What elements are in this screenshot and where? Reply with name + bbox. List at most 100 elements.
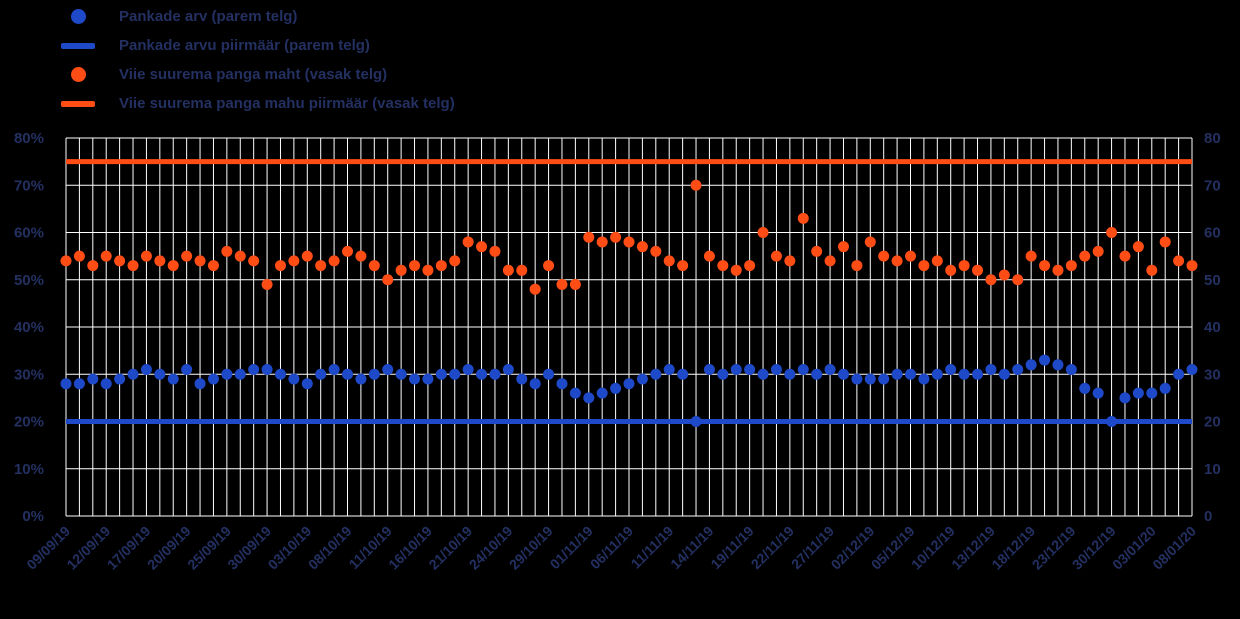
data-point — [1159, 382, 1171, 394]
data-point — [395, 368, 407, 380]
legend-item-banks-count: Pankade arv (parem telg) — [55, 2, 455, 31]
blue-line-icon — [61, 42, 95, 49]
x-tick-label: 01/11/19 — [547, 523, 596, 572]
data-point — [127, 368, 139, 380]
data-point — [382, 364, 394, 376]
x-tick-label: 12/09/19 — [63, 523, 113, 573]
legend-label: Viie suurema panga maht (vasak telg) — [119, 66, 388, 83]
data-point — [837, 368, 849, 380]
x-tick-label: 16/10/19 — [385, 523, 435, 573]
y-tick-label-right: 40 — [1204, 319, 1221, 336]
data-point — [998, 269, 1010, 281]
data-point — [717, 368, 729, 380]
data-point — [1186, 260, 1198, 272]
data-point — [288, 255, 300, 267]
data-point — [770, 364, 782, 376]
data-point — [1092, 245, 1104, 257]
data-point — [435, 368, 447, 380]
data-point — [288, 373, 300, 385]
data-point — [1173, 368, 1185, 380]
data-point — [663, 255, 675, 267]
data-point — [757, 227, 769, 238]
y-tick-label-right: 70 — [1204, 177, 1221, 194]
data-point — [60, 378, 72, 390]
data-point — [703, 250, 715, 262]
data-point — [837, 241, 849, 253]
y-tick-label-left: 50% — [14, 272, 44, 289]
data-point — [516, 373, 528, 385]
data-point — [1132, 387, 1144, 399]
x-tick-label: 19/11/19 — [707, 523, 756, 572]
data-point — [301, 250, 313, 262]
data-point — [248, 255, 260, 267]
legend-marker-wrap — [55, 9, 101, 24]
x-tick-label: 05/12/19 — [868, 523, 918, 573]
data-point — [140, 364, 152, 376]
legend-label: Pankade arvu piirmäär (parem telg) — [119, 37, 370, 54]
data-point — [435, 260, 447, 272]
data-point — [811, 245, 823, 257]
data-point — [784, 368, 796, 380]
data-point — [1025, 359, 1037, 371]
y-tick-label-left: 20% — [14, 414, 44, 431]
data-point — [864, 373, 876, 385]
data-point — [972, 264, 984, 276]
data-point — [744, 364, 756, 376]
data-point — [1092, 387, 1104, 399]
data-point — [985, 364, 997, 376]
data-point — [315, 260, 327, 272]
data-point — [918, 373, 930, 385]
x-tick-label: 06/11/19 — [587, 523, 636, 572]
data-point — [1012, 274, 1024, 286]
data-point — [274, 368, 286, 380]
data-point — [140, 250, 152, 262]
data-point — [717, 260, 729, 272]
data-point — [194, 378, 206, 390]
data-point — [543, 368, 555, 380]
data-point — [569, 278, 581, 290]
data-point — [610, 231, 622, 243]
data-point — [797, 212, 809, 224]
data-point — [663, 364, 675, 376]
data-point — [154, 255, 166, 267]
data-point — [958, 260, 970, 272]
data-point — [529, 283, 541, 295]
x-tick-label: 23/12/19 — [1029, 523, 1079, 573]
data-point — [931, 255, 943, 267]
x-tick-label: 18/12/19 — [988, 523, 1038, 573]
x-tick-label: 14/11/19 — [667, 523, 716, 572]
data-point — [73, 378, 85, 390]
x-tick-label: 25/09/19 — [184, 523, 234, 573]
data-point — [73, 250, 85, 262]
data-point — [234, 250, 246, 262]
data-point — [1119, 250, 1131, 262]
data-point — [730, 264, 742, 276]
data-point — [556, 378, 568, 390]
data-point — [757, 368, 769, 380]
data-point — [489, 245, 501, 257]
data-point — [770, 250, 782, 262]
data-point — [395, 264, 407, 276]
legend-label: Pankade arv (parem telg) — [119, 8, 298, 25]
x-tick-label: 11/11/19 — [628, 523, 677, 572]
x-tick-label: 08/01/20 — [1149, 523, 1199, 573]
data-point — [690, 416, 702, 427]
legend: Pankade arv (parem telg) Pankade arvu pi… — [55, 2, 455, 118]
y-tick-label-right: 20 — [1204, 414, 1221, 431]
data-point — [878, 250, 890, 262]
data-point — [824, 364, 836, 376]
y-tick-label-left: 40% — [14, 319, 44, 336]
legend-marker-wrap — [55, 100, 101, 107]
data-point — [650, 368, 662, 380]
data-point — [127, 260, 139, 272]
x-tick-label: 03/01/20 — [1109, 523, 1159, 573]
data-point — [167, 260, 179, 272]
data-point — [181, 250, 193, 262]
data-point — [234, 368, 246, 380]
data-point — [596, 387, 608, 399]
data-point — [784, 255, 796, 267]
y-tick-label-right: 10 — [1204, 461, 1221, 478]
data-point — [596, 236, 608, 248]
data-point — [650, 245, 662, 257]
data-point — [945, 364, 957, 376]
